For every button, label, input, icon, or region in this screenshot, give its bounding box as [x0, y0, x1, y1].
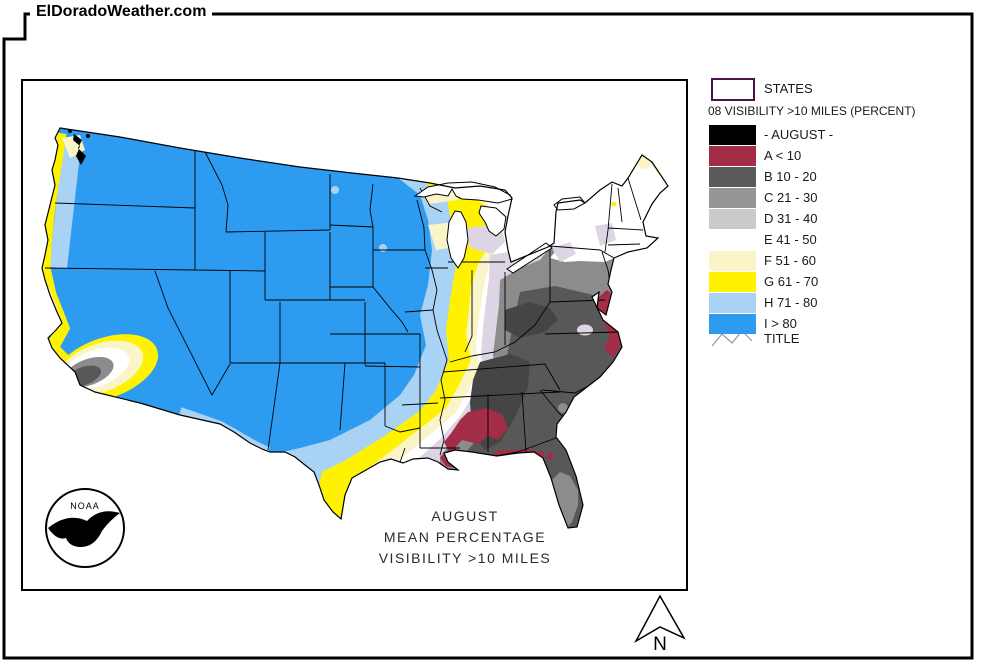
legend-swatch-e	[709, 230, 756, 250]
legend-label-i: I > 80	[764, 316, 797, 331]
region-maine-pale	[637, 157, 651, 169]
legend-label-a: A < 10	[764, 148, 802, 163]
lake-michigan	[446, 210, 469, 269]
compass-north-label: N	[653, 634, 667, 655]
noaa-logo	[45, 488, 125, 568]
legend-swatch-h	[709, 293, 756, 313]
region-south-florida	[552, 472, 578, 528]
great-lakes	[413, 181, 586, 274]
map-title-line1: AUGUST	[431, 508, 499, 524]
page-border	[2, 12, 974, 660]
noaa-bird	[48, 511, 120, 548]
title-symbol-label: TITLE	[764, 331, 800, 346]
speck-montana	[331, 186, 339, 194]
legend-label-e: E 41 - 50	[764, 232, 817, 247]
legend-label-h: H 71 - 80	[764, 295, 818, 310]
region-virginia-lavender	[577, 324, 593, 336]
noaa-label: NOAA	[70, 501, 100, 511]
title-zigzag-icon	[711, 330, 753, 347]
legend-label-d: D 31 - 40	[764, 211, 818, 226]
legend-swatch-a	[709, 146, 756, 166]
region-crimson-dot	[546, 452, 554, 460]
legend-label-c: C 21 - 30	[764, 190, 818, 205]
state-borders	[44, 147, 644, 469]
legend-label-f: F 51 - 60	[764, 253, 817, 268]
legend-swatch-c	[709, 188, 756, 208]
site-title: ElDoradoWeather.com	[30, 3, 213, 21]
north-arrow-icon	[634, 594, 686, 643]
legend-swatch-f	[709, 251, 756, 271]
region-vermont-dot	[611, 201, 617, 207]
legend-swatch-i	[709, 314, 756, 334]
us-outline	[41, 127, 669, 529]
region-dark-core-kentucky	[505, 302, 558, 338]
legend-swatch-b	[709, 167, 756, 187]
puget-sound-mark	[73, 134, 86, 165]
speck-dakota	[379, 244, 387, 252]
states-legend-label: STATES	[764, 81, 813, 96]
legend-swatch-g	[709, 272, 756, 292]
map-title-line3: VISIBILITY >10 MILES	[378, 550, 552, 566]
legend-label-g: G 61 - 70	[764, 274, 819, 289]
legend-swatch-august	[709, 125, 756, 145]
map-title-line2: MEAN PERCENTAGE	[383, 529, 547, 545]
legend-label-b: B 10 - 20	[764, 169, 817, 184]
region-coast-lightblue	[49, 143, 81, 269]
region-northeast-white	[550, 156, 667, 262]
states-legend-swatch	[711, 78, 755, 101]
legend-label-august: - AUGUST -	[764, 127, 834, 142]
legend-swatch-d	[709, 209, 756, 229]
region-ny-lavender-2	[595, 223, 616, 246]
region-georgia-spot-1	[558, 403, 568, 413]
puget-dot-2	[86, 134, 90, 138]
lake-huron	[478, 205, 507, 237]
legend-section-title: 08 VISIBILITY >10 MILES (PERCENT)	[708, 104, 916, 118]
